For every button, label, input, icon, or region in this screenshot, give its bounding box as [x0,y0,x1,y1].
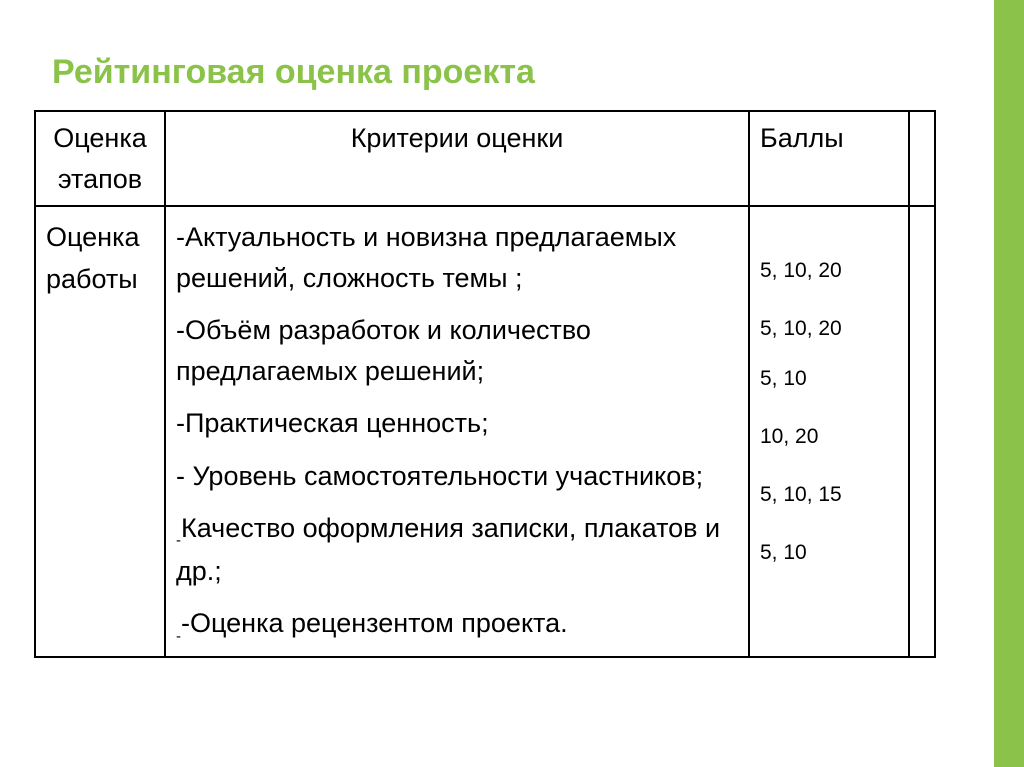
score-item: 5, 10, 20 [760,259,898,283]
body-spacer [909,206,935,657]
header-scores: Баллы [749,111,909,206]
rating-table: Оценка этапов Критерии оценки Баллы Оцен… [34,110,936,658]
criteria-item: - Уровень самостоятельности участников; [176,456,738,497]
slide: Рейтинговая оценка проекта Оценка этапов… [0,0,1024,767]
scores-cell: 5, 10, 20 5, 10, 20 5, 10 10, 20 5, 10, … [749,206,909,657]
score-item: 5, 10 [760,541,898,565]
score-item: 5, 10 [760,367,898,391]
criteria-item: --Оценка рецензентом проекта. [176,603,738,646]
criteria-item: -Практическая ценность; [176,403,738,444]
score-item: 10, 20 [760,425,898,449]
criteria-item: -Объём разработок и количество предлагае… [176,310,738,391]
slide-title: Рейтинговая оценка проекта [52,52,535,93]
table-header-row: Оценка этапов Критерии оценки Баллы [35,111,935,206]
score-item: 5, 10, 20 [760,317,898,341]
score-item: 5, 10, 15 [760,483,898,507]
stage-cell: Оценка работы [35,206,165,657]
header-stage: Оценка этапов [35,111,165,206]
header-spacer [909,111,935,206]
table-body-row: Оценка работы -Актуальность и новизна пр… [35,206,935,657]
header-criteria: Критерии оценки [165,111,749,206]
side-accent-bar [994,0,1024,767]
criteria-item: -Качество оформления записки, плакатов и… [176,508,738,591]
criteria-cell: -Актуальность и новизна предлагаемых реш… [165,206,749,657]
criteria-item: -Актуальность и новизна предлагаемых реш… [176,217,738,298]
